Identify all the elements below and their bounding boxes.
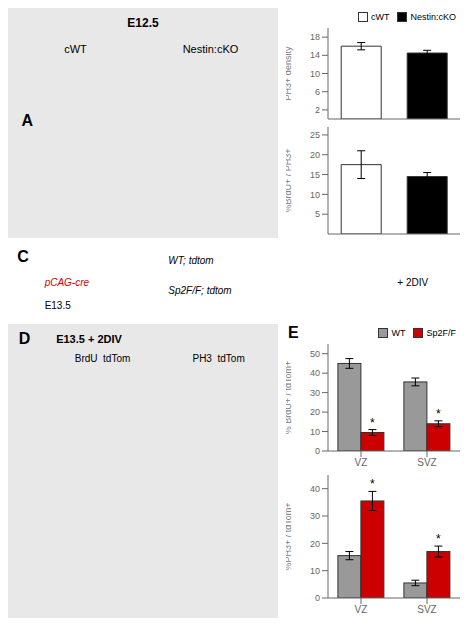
svg-text:% BrdU+ / tdTom+: % BrdU+ / tdTom+ bbox=[286, 361, 293, 435]
svg-text:20: 20 bbox=[310, 150, 320, 160]
svg-text:SVZ: SVZ bbox=[417, 457, 436, 468]
html-text:PH3 tdTom: PH3 tdTom bbox=[192, 353, 245, 365]
svg-text:VZ: VZ bbox=[355, 457, 368, 468]
html-text:pCAG-cre: pCAG-cre bbox=[44, 277, 90, 289]
svg-text:20: 20 bbox=[310, 539, 320, 549]
html-text:Sp2F/F; tdtom: Sp2F/F; tdtom bbox=[168, 284, 232, 296]
svg-text:6: 6 bbox=[315, 87, 320, 97]
html-text:A: A bbox=[21, 111, 34, 129]
html-text:Sp2F/F: Sp2F/F bbox=[426, 328, 456, 338]
svg-text:10: 10 bbox=[310, 69, 320, 79]
svg-text:2: 2 bbox=[315, 105, 320, 115]
html-text:Nestin:cKO: Nestin:cKO bbox=[410, 12, 456, 22]
svg-text:0: 0 bbox=[315, 593, 320, 603]
svg-text:5: 5 bbox=[315, 209, 320, 219]
html-text:D: D bbox=[18, 329, 31, 347]
svg-text:25: 25 bbox=[310, 130, 320, 140]
svg-text:*: * bbox=[370, 477, 375, 491]
html-text:WT: WT bbox=[391, 328, 406, 338]
html-text:E13.5 + 2DIV: E13.5 + 2DIV bbox=[56, 332, 122, 345]
html-text:Nestin:cKO: Nestin:cKO bbox=[182, 42, 239, 55]
svg-text:30: 30 bbox=[310, 388, 320, 398]
html-text:C: C bbox=[17, 247, 29, 265]
svg-text:30: 30 bbox=[310, 511, 320, 521]
svg-text:%PH3+ / tdTom+: %PH3+ / tdTom+ bbox=[286, 502, 293, 570]
svg-text:SVZ: SVZ bbox=[417, 604, 436, 615]
svg-text:40: 40 bbox=[310, 484, 320, 494]
svg-text:*: * bbox=[436, 532, 441, 546]
svg-text:VZ: VZ bbox=[355, 604, 368, 615]
html-text:cWT: cWT bbox=[371, 12, 390, 22]
svg-text:14: 14 bbox=[310, 50, 320, 60]
svg-text:50: 50 bbox=[310, 349, 320, 359]
svg-text:10: 10 bbox=[310, 190, 320, 200]
svg-text:20: 20 bbox=[310, 407, 320, 417]
svg-text:*: * bbox=[436, 407, 441, 421]
svg-text:0: 0 bbox=[315, 446, 320, 456]
svg-text:18: 18 bbox=[310, 32, 320, 42]
svg-text:15: 15 bbox=[310, 170, 320, 180]
html-text:WT; tdtom: WT; tdtom bbox=[168, 255, 214, 267]
svg-text:40: 40 bbox=[310, 368, 320, 378]
html-text:E: E bbox=[288, 324, 299, 341]
html-text:E13.5: E13.5 bbox=[44, 299, 71, 311]
svg-text:10: 10 bbox=[310, 566, 320, 576]
html-text:E12.5: E12.5 bbox=[127, 16, 159, 31]
svg-text:%BrdU+ / PH3+: %BrdU+ / PH3+ bbox=[286, 148, 293, 212]
html-text:cWT: cWT bbox=[64, 42, 87, 55]
svg-text:10: 10 bbox=[310, 427, 320, 437]
svg-text:*: * bbox=[370, 416, 375, 430]
html-text:+ 2DIV: + 2DIV bbox=[397, 277, 429, 289]
html-text:BrdU tdTom: BrdU tdTom bbox=[74, 353, 131, 365]
svg-text:PH3+ density: PH3+ density bbox=[286, 46, 293, 100]
